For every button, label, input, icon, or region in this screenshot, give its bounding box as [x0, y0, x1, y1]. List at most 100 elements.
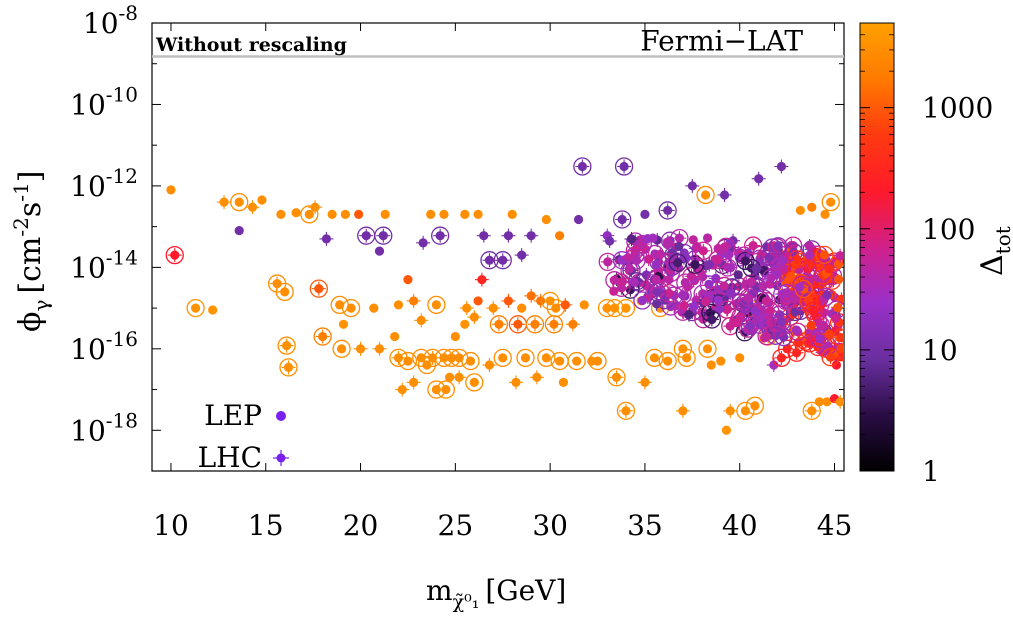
point-dot — [602, 303, 612, 313]
point-lep-ring — [489, 315, 509, 334]
data-point — [746, 277, 757, 287]
data-point — [816, 318, 831, 333]
data-point — [165, 245, 184, 265]
point-lep-ring — [614, 157, 634, 176]
data-point — [698, 294, 713, 309]
data-point — [493, 348, 512, 368]
data-point — [733, 270, 743, 280]
point-dot — [426, 209, 436, 219]
point-dot — [191, 303, 201, 313]
point-lep-ring — [332, 339, 351, 358]
x-axis-label: mχ̃⁰₁ [GeV] — [426, 574, 566, 613]
data-point — [489, 315, 509, 334]
point-lep-ring — [715, 276, 734, 296]
data-point — [708, 250, 727, 269]
point-dot — [465, 356, 476, 366]
point-dot — [257, 195, 267, 205]
point-dot — [651, 274, 661, 285]
data-point — [614, 157, 634, 176]
data-point — [476, 228, 491, 243]
data-point — [706, 360, 716, 370]
point-dot — [814, 397, 824, 407]
data-point — [834, 274, 844, 285]
point-dot — [782, 344, 792, 354]
data-point — [460, 319, 470, 329]
point-dot — [403, 275, 413, 285]
point-dot — [765, 306, 775, 316]
point-lep-ring — [598, 252, 617, 272]
x-tick-label: 10 — [153, 509, 189, 542]
data-point — [332, 339, 351, 358]
point-dot — [674, 241, 684, 251]
point-dot — [624, 263, 635, 274]
point-dot — [609, 303, 620, 313]
point-lep-ring — [808, 311, 828, 331]
point-lep-ring — [668, 253, 687, 272]
data-point — [721, 247, 736, 262]
data-point — [748, 304, 763, 319]
data-point — [749, 261, 764, 276]
data-point — [769, 237, 788, 256]
fermi-lat-label: Fermi−LAT — [640, 25, 803, 58]
data-point — [675, 403, 690, 418]
point-lep-ring — [676, 273, 695, 292]
data-point — [820, 209, 830, 219]
data-point — [372, 341, 387, 356]
data-point — [357, 226, 376, 245]
point-lep-ring — [658, 351, 677, 371]
point-dot — [573, 214, 584, 225]
point-lep-ring — [804, 301, 823, 321]
point-dot — [640, 209, 650, 219]
point-lep-ring — [757, 327, 776, 346]
point-lep-ring — [677, 348, 696, 368]
point-dot — [393, 300, 404, 310]
point-dot — [820, 209, 830, 219]
data-point — [395, 382, 410, 397]
point-lep-ring — [645, 348, 664, 368]
data-point — [319, 231, 334, 246]
point-dot — [234, 225, 244, 236]
data-point — [208, 305, 218, 315]
data-point — [731, 317, 742, 328]
point-dot — [369, 303, 379, 313]
point-lep-ring — [736, 251, 755, 271]
point-lep-ring — [815, 245, 834, 265]
point-dot — [450, 331, 460, 342]
data-point — [833, 394, 844, 409]
data-point — [627, 251, 646, 270]
data-point — [525, 315, 545, 334]
colorbar-tick-label: 1000 — [922, 92, 993, 125]
data-point — [460, 209, 470, 219]
data-point — [716, 356, 726, 366]
data-point — [436, 380, 456, 399]
point-lep-ring — [427, 295, 446, 315]
data-point — [624, 263, 635, 274]
point-dot — [733, 270, 743, 280]
point-lep-ring — [633, 291, 652, 310]
data-point — [416, 235, 431, 250]
point-dot — [663, 356, 673, 366]
point-lep-ring — [341, 298, 361, 318]
data-point — [755, 313, 765, 323]
data-point — [736, 251, 755, 271]
point-dot — [422, 360, 432, 370]
point-dot — [773, 241, 783, 251]
data-point — [645, 348, 664, 368]
data-point — [685, 178, 700, 193]
data-point — [676, 273, 695, 292]
data-point — [517, 303, 527, 313]
data-point — [558, 377, 569, 387]
point-dot — [682, 353, 692, 363]
point-dot — [782, 288, 792, 298]
colorbar-tick-label: 100 — [922, 213, 975, 246]
point-dot — [304, 209, 314, 219]
data-point — [804, 301, 823, 321]
data-point — [831, 313, 841, 323]
point-dot — [460, 209, 470, 219]
point-lep-ring — [792, 275, 811, 295]
x-tick-label: 20 — [343, 509, 379, 542]
data-point — [509, 375, 524, 390]
y-tick-label: 10-10 — [70, 82, 138, 121]
point-dot — [473, 209, 483, 219]
data-point — [501, 293, 516, 308]
